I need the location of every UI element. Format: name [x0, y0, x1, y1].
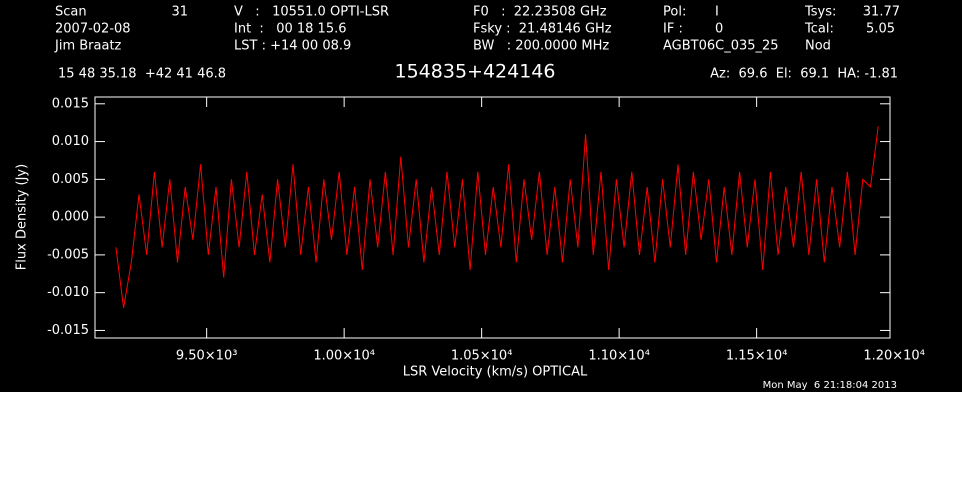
x-tick-label: 1.15×10⁴	[726, 349, 788, 364]
y-tick-label: 0.005	[52, 172, 89, 187]
y-tick-label: 0.010	[52, 134, 89, 149]
header-text: IF :	[663, 22, 683, 37]
background	[0, 0, 962, 392]
header-text: Az: 69.6 El: 69.1 HA: -1.81	[710, 67, 898, 82]
header-text: Scan	[55, 5, 87, 20]
y-axis-label: Flux Density (Jy)	[15, 164, 30, 270]
header-text: F0 : 22.23508 GHz	[473, 5, 607, 20]
y-tick-label: -0.010	[47, 285, 89, 300]
header-text: Tsys:	[804, 5, 836, 20]
header-text: BW : 200.0000 MHz	[473, 39, 609, 54]
header-text: 2007-02-08	[55, 22, 131, 37]
header-text: 31.77	[863, 5, 900, 20]
header-text: Fsky : 21.48146 GHz	[473, 22, 612, 37]
x-tick-label: 1.00×10⁴	[313, 349, 375, 364]
header-text: LST : +14 00 08.9	[234, 39, 351, 54]
spectrum-line	[115, 126, 879, 308]
x-tick-label: 1.20×10⁴	[863, 349, 925, 364]
header-text: 31	[171, 5, 188, 20]
x-axis-label: LSR Velocity (km/s) OPTICAL	[403, 365, 588, 380]
header-text: V : 10551.0 OPTI-LSR	[234, 5, 389, 20]
header-text: Int : 00 18 15.6	[234, 22, 347, 37]
header-text: Nod	[805, 39, 831, 54]
footer: Mon May 6 21:18:04 2013	[763, 380, 897, 391]
header-text: 0	[715, 22, 723, 37]
header: Scan 31 V : 10551.0 OPTI-LSR F0 : 22.235…	[54, 5, 900, 82]
header-text: Tcal:	[804, 22, 834, 37]
header-text: 15 48 35.18 +42 41 46.8	[58, 67, 226, 82]
header-text: Jim Braatz	[54, 39, 122, 54]
x-tick-label: 9.50×10³	[176, 349, 238, 364]
y-tick-label: 0.000	[52, 210, 89, 225]
header-text: Pol:	[663, 5, 686, 20]
y-tick-label: 0.015	[52, 96, 89, 111]
y-tick-label: -0.005	[47, 247, 89, 262]
header-text: 5.05	[866, 22, 895, 37]
header-text: I	[715, 5, 719, 20]
x-tick-label: 1.05×10⁴	[451, 349, 513, 364]
y-tick-label: -0.015	[47, 323, 89, 338]
x-tick-label: 1.10×10⁴	[588, 349, 650, 364]
header-text: AGBT06C_035_25	[663, 39, 779, 54]
chart-title: 154835+424146	[395, 61, 556, 83]
